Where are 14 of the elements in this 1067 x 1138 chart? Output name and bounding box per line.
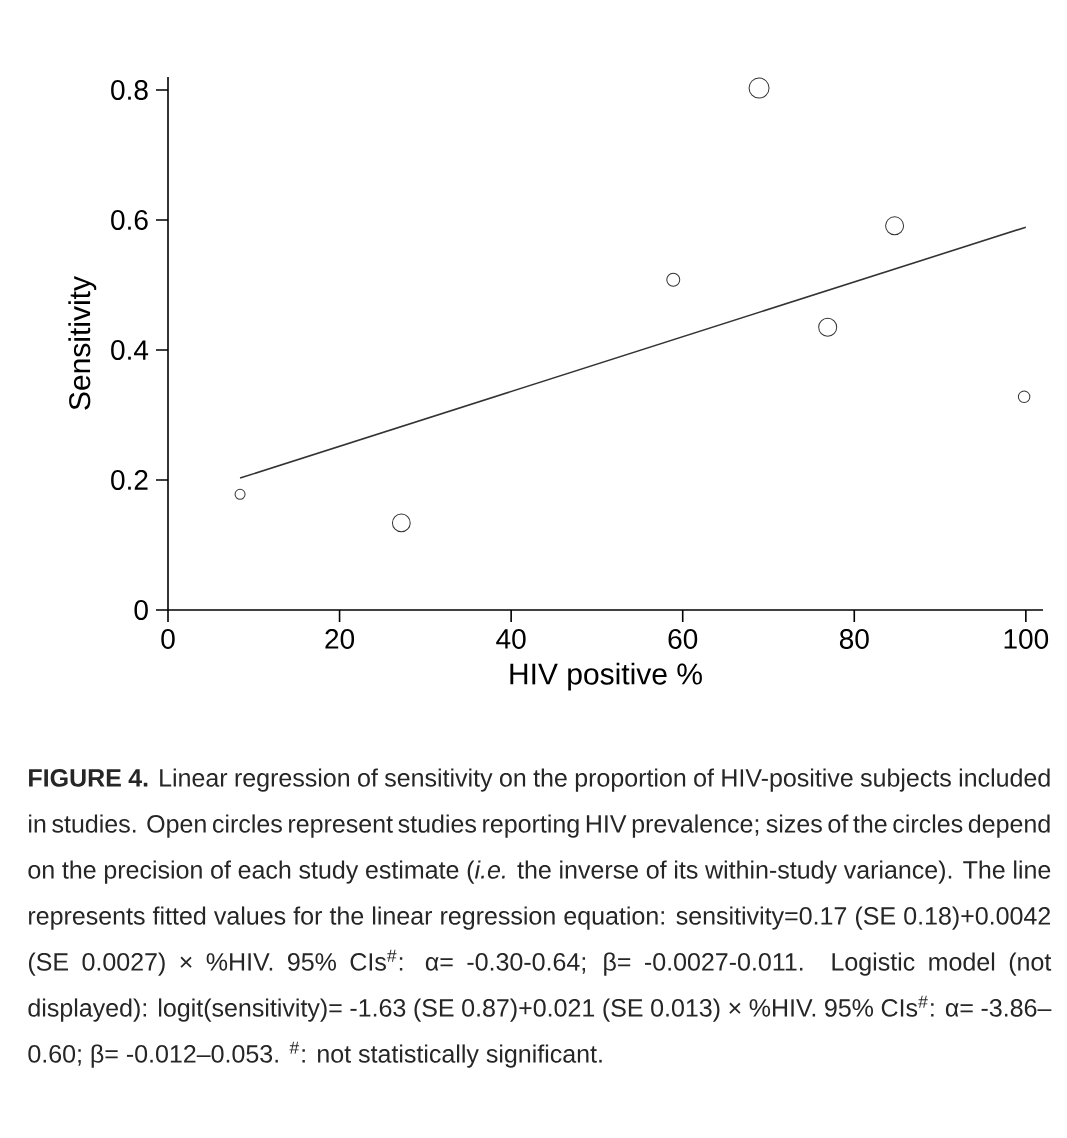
y-tick-label: 0.4	[111, 340, 149, 360]
y-axis-title: Sensitivity	[68, 276, 97, 410]
y-tick-label: 0.2	[111, 470, 148, 490]
y-tick-label: 0.6	[111, 210, 148, 230]
x-tick-label: 20	[325, 629, 355, 649]
x-tick-label: 100	[1004, 629, 1049, 649]
x-tick-label: 60	[668, 629, 698, 649]
y-tick-label: 0.8	[111, 80, 148, 100]
x-tick-label: 80	[839, 629, 869, 649]
text: FIGURE 4. Linear regression of sensitivity on the proportion of HIV-positive subjects included in studies. Open circles represent studies reporting HIV prevalence; sizes of the circles depend on the precision of each study estimate (i.e. the inverse of its within-study variance). The line represents fitted values for the linear regression equation: sensitivity=0.17 (SE 0.18)+0.0042 (SE 0.0027) × %HIV. 95% CIs$^{#}$: α= -0.30-0.64; β= -0.0027-0.011. Logistic model (not displayed): logit(sensitivity)= -1.63 (SE 0.87)+0.021 (SE 0.013) × %HIV. 95% CIs$^{#}$: α= -3.86–0.60; β= -0.012–0.053. $^{#}$: not statistically significant.	[28, 768, 1052, 1068]
x-tick-label: 0	[161, 629, 175, 649]
x-axis-title: HIV positive %	[510, 662, 702, 691]
x-tick-label: 40	[496, 629, 526, 649]
y-tick-label: 0	[134, 600, 148, 620]
